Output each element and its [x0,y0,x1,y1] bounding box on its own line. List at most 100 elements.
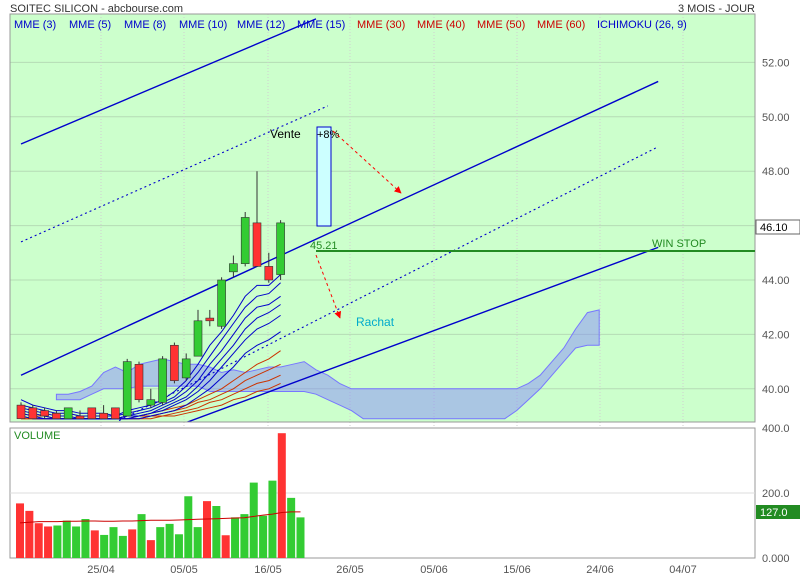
candle-body [193,320,203,357]
vente-label: Vente [270,127,301,141]
candle[interactable] [40,407,49,419]
date-tick-label: 26/05 [336,564,364,576]
volume-tick-label: 0.000 [762,553,790,565]
candle[interactable] [63,407,73,420]
candle[interactable] [134,361,144,403]
volume-bar[interactable] [268,480,277,558]
price-panel-frame [9,13,756,423]
volume-bar[interactable] [90,530,99,558]
volume-bar[interactable] [193,527,202,558]
volume-bar[interactable] [146,540,155,558]
vente-target-box [316,126,332,227]
volume-bar[interactable] [72,526,81,558]
legend-item: ICHIMOKU (26, 9) [597,19,687,31]
candle[interactable] [193,309,203,357]
legend-item: MME (50) [477,19,525,31]
candle-body [99,412,108,420]
volume-bar[interactable] [259,515,268,558]
volume-bars[interactable] [16,433,305,558]
volume-bar[interactable] [203,501,211,558]
volume-average [19,511,301,524]
win-stop-label: WIN STOP [652,238,706,250]
volume-tick-label: 400.0 [762,423,790,435]
candle-body [28,407,38,420]
volume-bar[interactable] [156,527,165,558]
candle-body [63,407,73,420]
volume-average-line [19,511,301,524]
date-tick-label: 16/05 [254,564,282,576]
volume-bar[interactable] [212,506,221,558]
volume-label: VOLUME [14,430,60,442]
candle[interactable] [28,405,38,420]
volume-bar[interactable] [25,510,34,558]
candle[interactable] [170,342,179,384]
candle[interactable] [252,171,262,267]
volume-bar[interactable] [81,519,90,558]
candle-body [111,407,120,420]
candle[interactable] [146,388,156,408]
volume-bar[interactable] [137,514,146,558]
candle-body [229,263,238,273]
volume-bar[interactable] [16,503,24,558]
ichimoku-cloud [55,309,600,420]
volume-bar[interactable] [249,482,258,558]
candle-body [122,361,132,417]
volume-bar[interactable] [109,527,118,558]
candle[interactable] [158,356,167,406]
candle[interactable] [75,410,85,420]
price-panel-background [10,14,755,422]
price-tick-label: 42.00 [762,329,790,341]
period-label: 3 MOIS - JOUR [678,3,755,15]
volume-bar[interactable] [277,433,286,558]
candle-body [205,317,215,322]
candle-body [134,364,144,400]
indicator-legend: MME (3) MME (5) MME (8) MME (10) MME (12) MME… [14,19,687,31]
volume-bar[interactable] [44,526,53,558]
volume-bar[interactable] [174,534,183,558]
candle-body [240,217,250,264]
last-volume-tag: 127.0 [756,505,800,519]
plus8-label: +8% [317,129,340,141]
volume-bar[interactable] [100,534,109,558]
candle[interactable] [52,410,61,420]
volume-bar[interactable] [184,496,193,558]
legend-item: MME (10) [179,19,227,31]
candle[interactable] [87,407,97,420]
candlesticks[interactable] [16,171,285,420]
candle[interactable] [99,405,108,420]
volume-bar[interactable] [34,523,43,558]
volume-bar[interactable] [287,497,296,558]
candle[interactable] [264,252,274,283]
date-tick-label: 05/05 [170,564,198,576]
volume-bar[interactable] [165,523,174,558]
candle[interactable] [205,309,215,327]
candle-body [181,358,191,379]
candle[interactable] [229,255,238,278]
candle-body [16,404,26,420]
volume-bar[interactable] [221,535,230,558]
candle[interactable] [111,407,120,420]
volume-bar[interactable] [231,517,240,558]
volume-bar[interactable] [53,525,62,559]
candle-body [158,358,167,403]
volume-bar[interactable] [296,517,305,558]
ichimoku-cloud-area [55,309,600,420]
legend-item: MME (12) [237,19,285,31]
candle-body [264,266,274,281]
last-price-box [755,219,800,235]
candle-body [170,344,179,381]
candle[interactable] [276,220,285,280]
candle[interactable] [217,277,226,329]
volume-tick-label: 200.0 [762,488,790,500]
candle[interactable] [181,353,191,381]
volume-bar[interactable] [62,520,71,558]
channel-lines [20,18,659,422]
last-volume-value: 127.0 [760,507,788,519]
candle[interactable] [122,358,132,417]
volume-bar[interactable] [240,514,249,558]
candle[interactable] [16,402,26,420]
candle[interactable] [240,212,250,267]
volume-bar[interactable] [118,535,127,558]
volume-bar[interactable] [128,529,137,558]
price-tick-label: 40.00 [762,384,790,396]
